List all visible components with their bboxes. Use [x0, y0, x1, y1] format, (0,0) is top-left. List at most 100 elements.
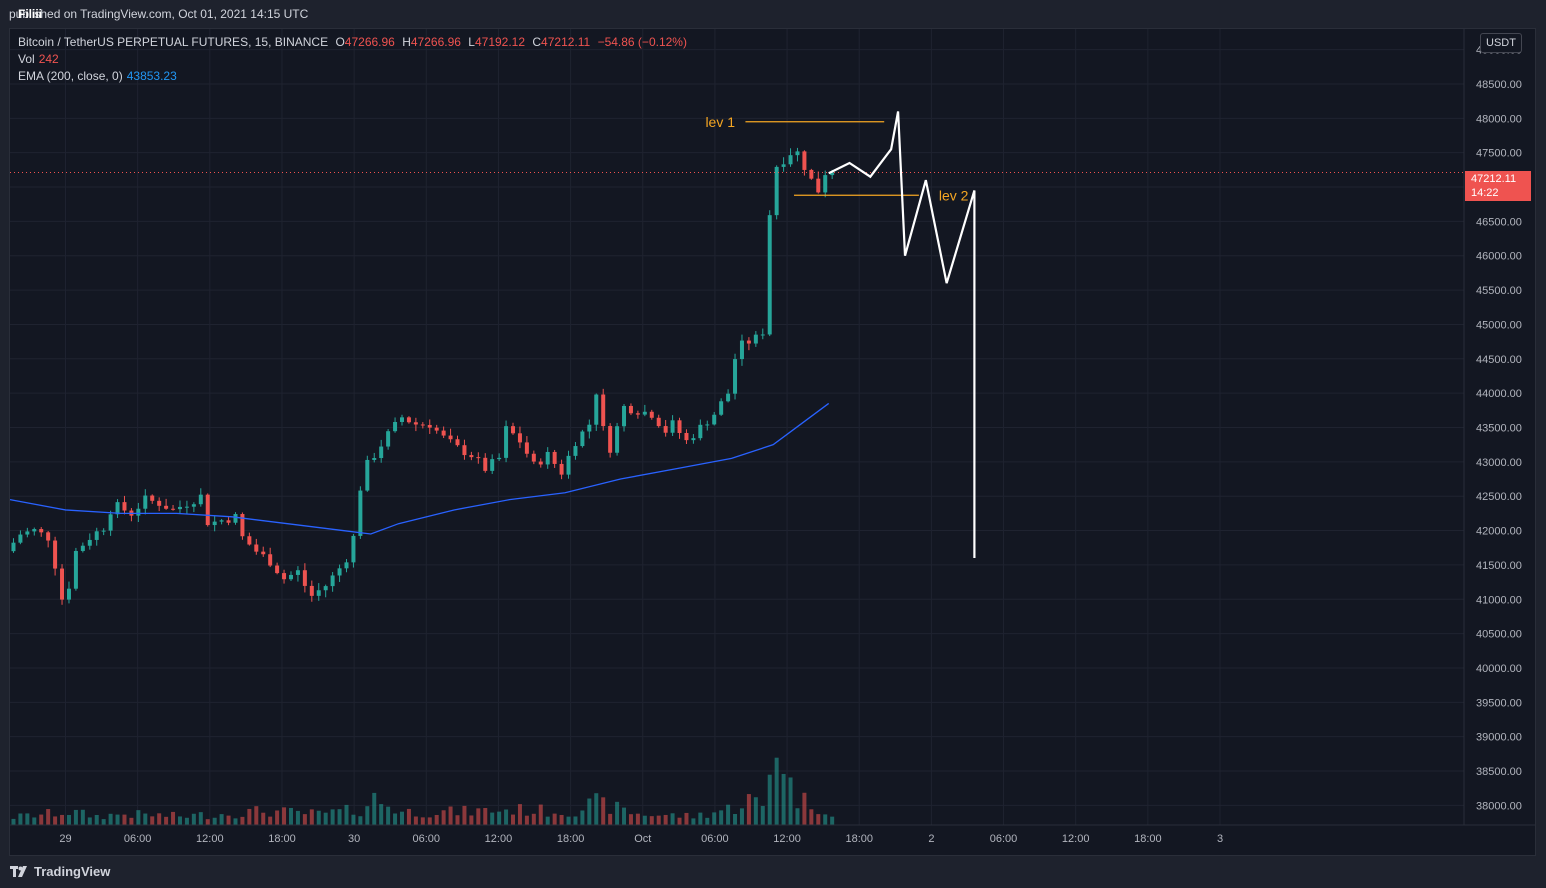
candle-body	[462, 445, 467, 456]
candle-body	[545, 451, 550, 465]
volume-bar	[184, 817, 189, 825]
volume-bar	[60, 814, 65, 825]
volume-bar	[219, 814, 224, 825]
price-tick-label: 44500.00	[1476, 354, 1522, 366]
volume-bar	[115, 814, 120, 825]
candle-body	[219, 520, 224, 522]
volume-bar	[594, 793, 599, 825]
volume-bar	[323, 812, 328, 825]
candle-body	[497, 457, 502, 460]
volume-bar	[476, 808, 481, 825]
volume-bar	[538, 804, 543, 825]
candle-body	[233, 514, 238, 523]
volume-bar	[434, 814, 439, 825]
candle-body	[552, 451, 557, 464]
volume-bar	[566, 816, 571, 825]
symbol-label: Bitcoin / TetherUS PERPETUAL FUTURES, 15…	[18, 35, 329, 49]
volume-bar	[684, 812, 689, 825]
symbol-row[interactable]: Bitcoin / TetherUS PERPETUAL FUTURES, 15…	[18, 35, 687, 49]
time-tick-label: 12:00	[196, 833, 224, 845]
time-tick-label: 3	[1217, 833, 1223, 845]
volume-bar	[309, 809, 314, 825]
volume-bar	[663, 814, 668, 825]
volume-bar	[198, 812, 203, 825]
volume-bar	[427, 817, 432, 825]
volume-bar	[524, 815, 529, 825]
volume-bar	[129, 817, 134, 825]
volume-bar	[212, 817, 217, 825]
candle-body	[719, 401, 724, 415]
volume-bar	[608, 813, 613, 825]
volume-bar	[150, 816, 155, 825]
publish-header: Filiii published on TradingView.com, Oct…	[0, 0, 1546, 28]
volume-bar	[823, 814, 828, 825]
candle-body	[80, 545, 85, 551]
candle-body	[261, 551, 266, 555]
current-price: 47212.11	[1471, 173, 1517, 185]
candle-body	[32, 529, 37, 532]
volume-bar	[628, 814, 633, 825]
volume-bar	[677, 817, 682, 825]
volume-bar	[39, 814, 44, 825]
author-name[interactable]: Filiii	[18, 7, 42, 21]
volume-bar	[171, 811, 176, 825]
candle-body	[365, 459, 370, 491]
volume-bar	[635, 813, 640, 825]
candle-body	[11, 542, 16, 552]
volume-bar	[462, 805, 467, 825]
volume-bar	[302, 814, 307, 825]
chart-frame[interactable]	[9, 28, 1536, 856]
candle-body	[830, 172, 835, 176]
volume-bar	[788, 777, 793, 825]
level-label: lev 1	[705, 114, 735, 130]
candle-body	[240, 514, 245, 537]
volume-bar	[712, 812, 717, 825]
volume-bar	[497, 811, 502, 825]
price-tick-label: 48000.00	[1476, 113, 1522, 125]
price-candles	[11, 147, 835, 605]
candle-body	[122, 502, 127, 511]
volume-bar	[830, 816, 835, 825]
time-tick-label: 18:00	[268, 833, 296, 845]
tradingview-logo[interactable]: TradingView	[10, 864, 110, 879]
candle-body	[73, 550, 78, 589]
price-tick-label: 45000.00	[1476, 319, 1522, 331]
price-tick-label: 48500.00	[1476, 79, 1522, 91]
candle-body	[511, 426, 516, 434]
candle-body	[94, 531, 99, 540]
volume-bar	[386, 806, 391, 825]
candle-body	[601, 394, 606, 427]
candle-body	[448, 435, 453, 440]
volume-bar	[774, 757, 779, 825]
candle-body	[164, 505, 169, 509]
candle-body	[39, 529, 44, 533]
low-value: 47192.12	[474, 35, 526, 49]
candle-body	[559, 463, 564, 475]
close-value: 47212.11	[541, 35, 591, 49]
volume-bar	[531, 813, 536, 825]
volume-bar	[705, 817, 710, 825]
volume-bar	[795, 808, 800, 825]
candle-body	[275, 565, 280, 574]
volume-bar	[469, 815, 474, 825]
volume-bar	[240, 816, 245, 825]
candle-body	[816, 178, 821, 193]
volume-bar	[393, 813, 398, 825]
volume-bar	[455, 815, 460, 825]
volume-bar	[587, 798, 592, 825]
volume-row[interactable]: Vol 242	[18, 51, 687, 68]
candle-body	[531, 453, 536, 462]
ema-row[interactable]: EMA (200, close, 0) 43853.23	[18, 68, 687, 85]
volume-bar	[94, 814, 99, 825]
candle-body	[46, 532, 51, 541]
candle-body	[254, 544, 259, 552]
volume-bar	[32, 817, 37, 825]
currency-badge[interactable]: USDT	[1480, 33, 1522, 53]
volume-bar	[191, 813, 196, 825]
volume-bar	[670, 813, 675, 825]
candle-body	[66, 588, 71, 600]
candle-body	[337, 568, 342, 576]
volume-bar	[413, 816, 418, 825]
candle-body	[628, 405, 633, 414]
